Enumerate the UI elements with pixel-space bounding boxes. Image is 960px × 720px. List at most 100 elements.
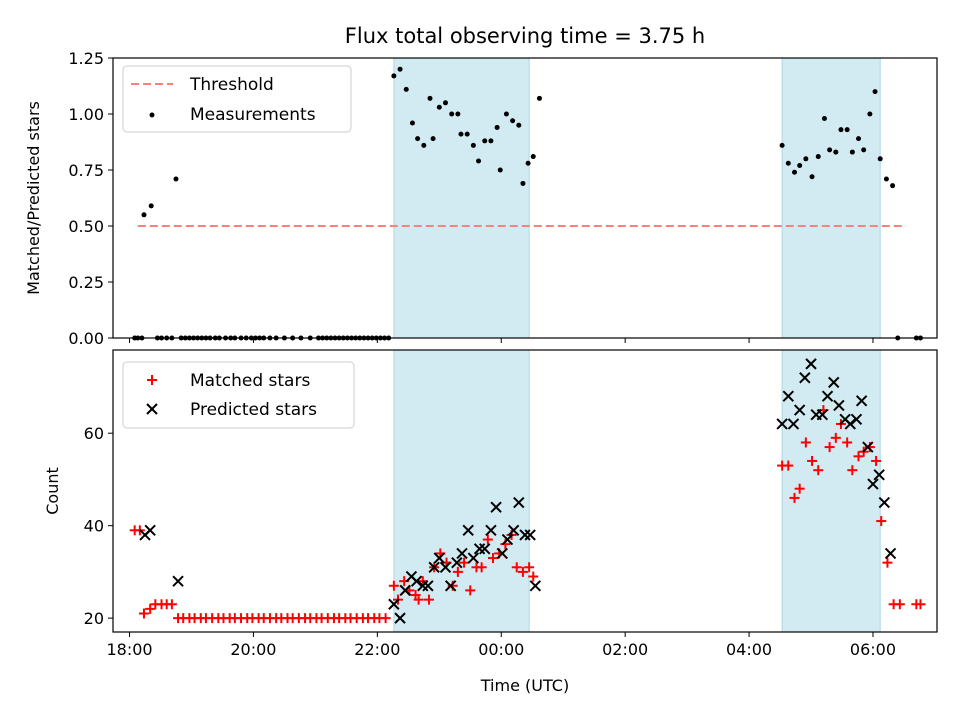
predicted-point <box>524 529 536 541</box>
measurement-point <box>148 203 154 209</box>
x-stroke <box>399 584 411 597</box>
predicted-point <box>878 496 891 509</box>
matched-point <box>465 585 476 596</box>
x-axis-label: Time (UTC) <box>480 676 569 695</box>
x-stroke <box>462 524 474 537</box>
x-stroke <box>884 547 897 560</box>
measurement-point <box>430 136 436 142</box>
predicted-point <box>850 413 863 426</box>
x-tick-label: 06:00 <box>850 640 896 659</box>
measurement-point <box>476 158 482 164</box>
x-stroke <box>479 543 491 555</box>
x-tick-label: 22:00 <box>354 640 400 659</box>
predicted-point <box>776 418 788 430</box>
measurement-point <box>890 183 896 189</box>
measurements-legend-label: Measurements <box>190 105 316 125</box>
measurement-point <box>844 127 850 133</box>
predicted-point <box>855 395 868 407</box>
y-tick-label: 0.25 <box>68 273 104 292</box>
x-tick-label: 02:00 <box>602 640 648 659</box>
matched-point <box>794 483 805 494</box>
measurement-point <box>525 160 531 166</box>
predicted-point <box>428 561 440 573</box>
matched-point <box>388 580 399 591</box>
matched-point <box>423 594 434 605</box>
predicted-point <box>844 418 856 430</box>
matched-point <box>482 534 493 545</box>
predicted-point <box>144 524 156 537</box>
matched-point <box>871 455 882 466</box>
predicted-point <box>507 524 520 537</box>
x-stroke <box>394 612 406 624</box>
predicted-point <box>821 390 834 402</box>
measurement-point <box>530 154 536 160</box>
measurement-point <box>464 131 470 137</box>
matched-point <box>459 557 470 568</box>
bottom-shaded-spans <box>393 349 881 633</box>
measurement-point <box>809 174 815 180</box>
measurement-point <box>516 122 522 128</box>
matched-point <box>476 562 487 573</box>
measurement-point <box>442 100 448 106</box>
x-stroke <box>873 469 885 481</box>
measurement-point <box>403 86 409 92</box>
predicted-point <box>787 418 800 430</box>
matched-point <box>380 613 391 624</box>
x-stroke <box>485 524 497 537</box>
x-stroke <box>867 478 879 490</box>
matched-point <box>511 562 522 573</box>
measurement-point <box>482 138 488 144</box>
matched-legend-swatch <box>147 375 157 385</box>
top-shaded-spans <box>393 57 881 339</box>
x-stroke <box>144 524 156 537</box>
x-stroke <box>799 372 811 384</box>
y-tick-label: 0.75 <box>68 161 104 180</box>
x-stroke <box>439 561 452 573</box>
y-tick-label: 40 <box>84 517 104 536</box>
measurements-legend-swatch <box>149 112 155 118</box>
measurement-point <box>141 212 147 218</box>
measurement-point <box>497 167 503 173</box>
x-stroke <box>855 395 868 407</box>
predicted-point <box>519 529 531 541</box>
matched-point <box>528 571 539 582</box>
x-tick-label: 18:00 <box>106 640 152 659</box>
y-tick-label: 60 <box>84 424 104 443</box>
matched-point <box>800 437 811 448</box>
predicted-point <box>805 358 817 370</box>
predicted-point <box>399 584 411 597</box>
x-stroke <box>501 533 514 546</box>
top-axes-frame <box>112 57 938 339</box>
predicted-point <box>799 372 811 384</box>
top-y-axis-label: Matched/Predicted stars <box>24 101 43 295</box>
bottom-legend: Matched stars Predicted stars <box>122 361 355 429</box>
predicted-point <box>833 399 845 412</box>
measurement-point <box>173 176 179 182</box>
y-tick-label: 0.00 <box>68 329 104 348</box>
chart-title: Flux total observing time = 3.75 h <box>345 24 705 48</box>
x-stroke <box>787 418 800 430</box>
x-stroke <box>833 399 845 412</box>
predicted-point <box>529 580 542 592</box>
matched-legend-marker <box>147 375 157 385</box>
predicted-point <box>867 478 879 490</box>
measurement-point <box>821 115 827 121</box>
predicted-point <box>444 580 457 592</box>
x-stroke <box>519 529 531 541</box>
matched-point <box>145 603 156 614</box>
predicted-point <box>456 547 468 560</box>
measurement-point <box>792 169 798 175</box>
matched-point <box>915 599 926 610</box>
top-legend-box <box>122 65 352 133</box>
measurement-point <box>421 142 427 148</box>
x-tick-label: 00:00 <box>478 640 524 659</box>
measurement-point <box>488 138 494 144</box>
x-stroke <box>146 403 158 415</box>
top-y-ticks: 0.00 0.25 0.50 0.75 1.00 1.25 <box>68 49 113 348</box>
measurement-point <box>827 147 833 153</box>
measurement-point <box>520 180 526 186</box>
bottom-axes-frame <box>112 349 938 633</box>
matched-point <box>824 442 835 453</box>
bottom-legend-box <box>122 361 355 429</box>
measurement-point <box>815 154 821 160</box>
